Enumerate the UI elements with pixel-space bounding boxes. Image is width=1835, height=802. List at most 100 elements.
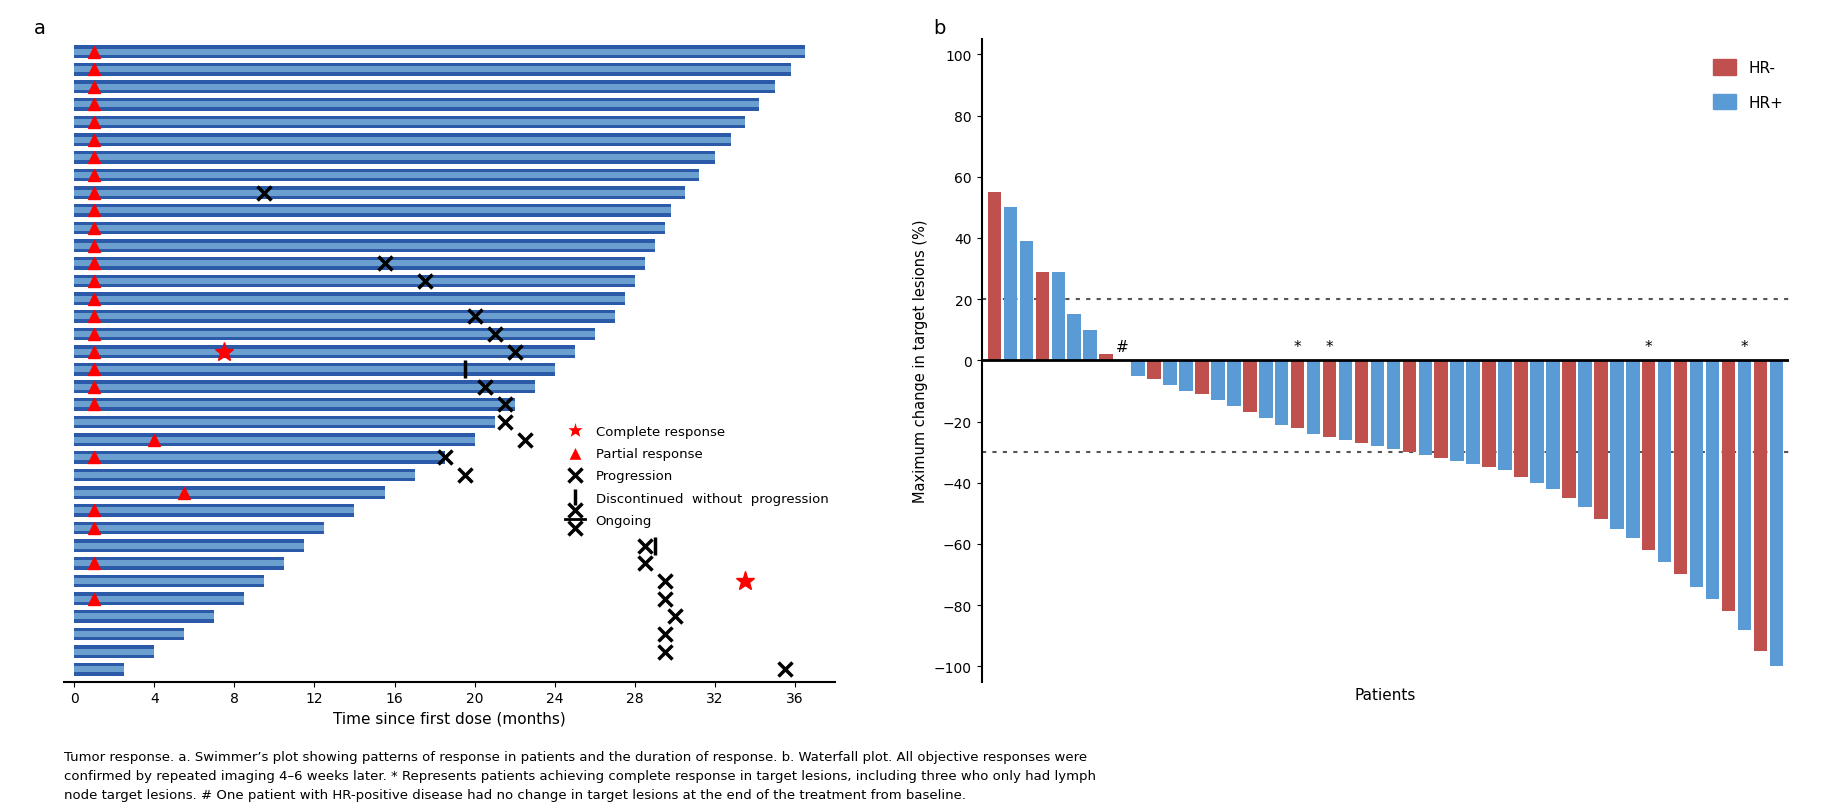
Bar [73, 314, 615, 320]
Legend: Complete response, Partial response, Progression, Discontinued  without  progres: Complete response, Partial response, Pro… [565, 426, 828, 527]
Bar [73, 310, 615, 323]
Bar [73, 293, 624, 306]
Bar [987, 192, 1002, 361]
Bar [73, 561, 284, 566]
Bar [73, 261, 644, 267]
Bar [1099, 354, 1114, 361]
Bar [73, 610, 215, 623]
Bar [73, 666, 125, 672]
Bar [1323, 361, 1336, 437]
Bar [73, 363, 554, 376]
Bar [73, 472, 415, 479]
Bar [1371, 361, 1384, 447]
Bar [73, 384, 534, 391]
Bar [73, 628, 184, 641]
Bar [73, 490, 385, 496]
Bar [1275, 361, 1288, 425]
Bar [73, 557, 284, 570]
Bar [73, 190, 684, 196]
Bar [73, 222, 664, 235]
Bar [73, 172, 699, 179]
Bar [1068, 315, 1081, 361]
Bar [1626, 361, 1639, 538]
Bar [73, 257, 644, 270]
Bar [73, 367, 554, 373]
Bar [1738, 361, 1751, 630]
Bar [73, 225, 664, 232]
Bar [1674, 361, 1688, 575]
Bar [1259, 361, 1272, 419]
Bar [1514, 361, 1529, 477]
Bar [1547, 361, 1560, 489]
Bar [1290, 361, 1305, 428]
Bar [73, 434, 475, 447]
Bar [1721, 361, 1736, 611]
Bar [1754, 361, 1767, 651]
Bar [73, 205, 672, 217]
Bar [1242, 361, 1257, 413]
Bar [1083, 330, 1097, 361]
Text: *: * [1741, 340, 1749, 354]
Bar [1466, 361, 1481, 465]
Bar [73, 187, 684, 200]
Bar [73, 169, 699, 182]
Bar [73, 452, 444, 464]
Bar [73, 419, 495, 426]
Bar [1578, 361, 1591, 508]
Bar [1450, 361, 1464, 462]
Bar [1020, 241, 1033, 361]
Bar [73, 543, 305, 549]
Bar [73, 596, 244, 602]
Bar [1499, 361, 1512, 471]
Bar [73, 508, 354, 514]
Bar [1228, 361, 1240, 407]
Bar [1354, 361, 1369, 444]
Bar [73, 522, 325, 535]
Bar [73, 575, 264, 588]
Bar [73, 99, 760, 111]
Text: a: a [33, 18, 46, 38]
Bar [1562, 361, 1576, 498]
X-axis label: Patients: Patients [1354, 687, 1417, 703]
Bar [73, 649, 154, 654]
Text: #: # [1116, 340, 1129, 354]
Bar [73, 455, 444, 461]
Bar [1195, 361, 1209, 395]
Bar [1307, 361, 1321, 434]
Bar [73, 243, 655, 249]
X-axis label: Time since first dose (months): Time since first dose (months) [334, 711, 565, 726]
Bar [73, 85, 774, 91]
Bar [1769, 361, 1784, 666]
Bar [1387, 361, 1400, 449]
Bar [73, 103, 760, 108]
Text: *: * [1644, 340, 1653, 354]
Bar [1211, 361, 1224, 401]
Bar [1163, 361, 1176, 385]
Bar [73, 614, 215, 619]
Y-axis label: Maximum change in target lesions (%): Maximum change in target lesions (%) [914, 219, 929, 503]
Bar [73, 504, 354, 517]
Text: *: * [1325, 340, 1334, 354]
Bar [73, 152, 716, 164]
Bar [1180, 361, 1193, 391]
Bar [73, 120, 745, 126]
Bar [73, 138, 730, 144]
Bar [73, 416, 495, 429]
Bar [73, 525, 325, 532]
Bar [1051, 273, 1064, 361]
Bar [73, 46, 806, 59]
Bar [1657, 361, 1672, 562]
Bar [73, 487, 385, 500]
Bar [73, 593, 244, 606]
Bar [1690, 361, 1703, 587]
Bar [73, 402, 514, 408]
Bar [73, 578, 264, 584]
Text: b: b [934, 18, 945, 38]
Text: *: * [1294, 340, 1301, 354]
Bar [1035, 273, 1050, 361]
Bar [1642, 361, 1655, 550]
Bar [73, 156, 716, 161]
Bar [73, 331, 595, 338]
Bar [1435, 361, 1448, 459]
Bar [73, 437, 475, 444]
